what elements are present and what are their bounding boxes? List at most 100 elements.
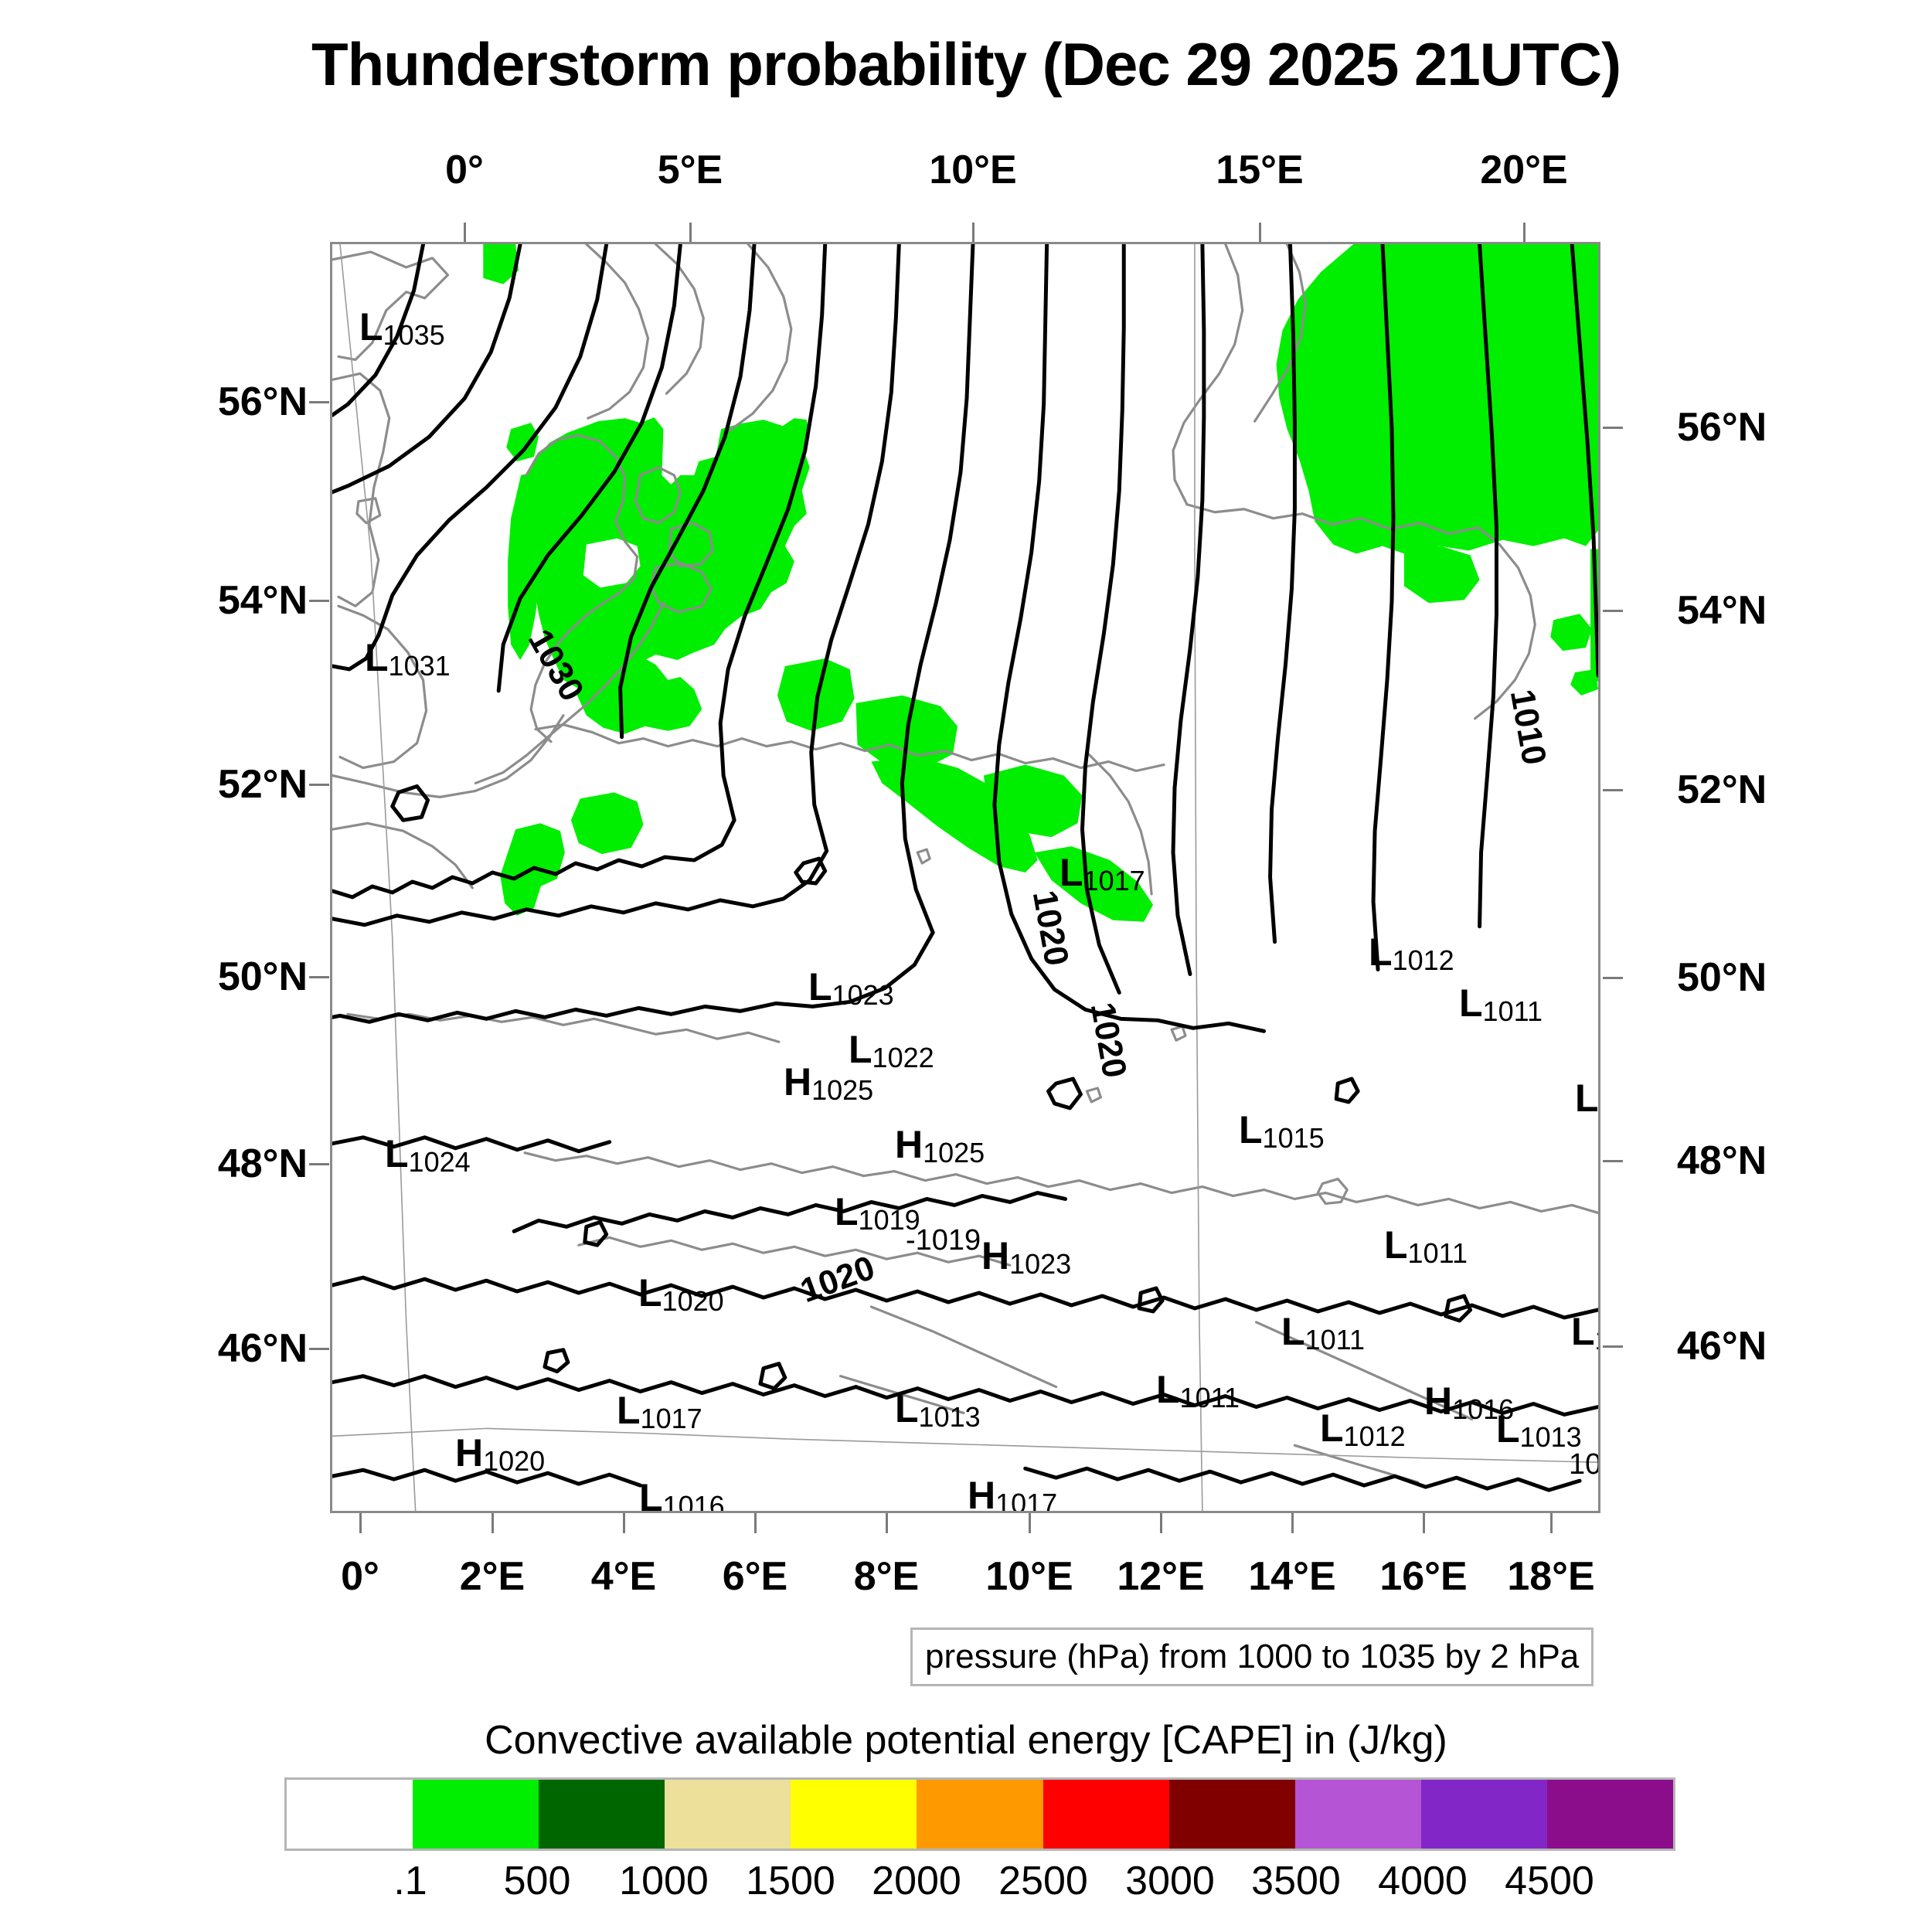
graticule-layer bbox=[332, 244, 1598, 1511]
extremum-marker-19: L1011 bbox=[1384, 1226, 1468, 1267]
extremum-type: L bbox=[639, 1476, 663, 1513]
extremum-type: L bbox=[808, 965, 832, 1009]
right-axis-label-0: 56°N bbox=[1677, 405, 1767, 450]
extremum-value: 1020 bbox=[662, 1285, 724, 1317]
left-tick-2 bbox=[309, 784, 329, 786]
extremum-value: 1013 bbox=[1519, 1421, 1582, 1453]
top-axis-label-0: 0° bbox=[445, 148, 484, 192]
bottom-axis-label-6: 12°E bbox=[1117, 1554, 1205, 1599]
extremum-type: L bbox=[1496, 1407, 1520, 1451]
extremum-value: 1017 bbox=[640, 1403, 702, 1434]
top-axis-label-1: 5°E bbox=[657, 148, 723, 192]
top-tick-0 bbox=[464, 223, 466, 243]
map-plot-area[interactable]: 1030 1020 1020 1020 1010 L1035 L1031 L10… bbox=[330, 242, 1600, 1513]
colorbar-swatch-9[interactable] bbox=[1420, 1780, 1547, 1849]
bottom-axis-label-1: 2°E bbox=[459, 1554, 526, 1599]
extremum-value: 1035 bbox=[383, 319, 445, 351]
extremum-type: L bbox=[1575, 1077, 1599, 1120]
extremum-marker-21: L1011 bbox=[1156, 1370, 1240, 1412]
bottom-tick-4 bbox=[886, 1513, 888, 1533]
extremum-type: L bbox=[1459, 981, 1483, 1025]
extremum-marker-2: L1023 bbox=[808, 968, 894, 1009]
right-axis-label-1: 54°N bbox=[1677, 588, 1767, 633]
colorbar-title: Convective available potential energy [C… bbox=[485, 1718, 1447, 1763]
bottom-axis-label-5: 10°E bbox=[985, 1554, 1073, 1599]
bottom-tick-5 bbox=[1029, 1513, 1031, 1533]
extremum-type: L bbox=[365, 636, 389, 679]
map-canvas bbox=[332, 244, 1598, 1511]
extremum-marker-7: H1023 bbox=[981, 1236, 1071, 1278]
extremum-value: 1012 bbox=[1343, 1420, 1406, 1452]
left-axis-label-0: 56°N bbox=[217, 379, 308, 424]
colorbar-swatch-5[interactable] bbox=[917, 1780, 1043, 1849]
top-axis-label-2: 10°E bbox=[929, 148, 1017, 192]
extremum-type: L bbox=[617, 1389, 641, 1432]
bottom-tick-9 bbox=[1550, 1513, 1553, 1533]
top-tick-4 bbox=[1523, 223, 1526, 243]
extremum-type: H bbox=[455, 1431, 484, 1475]
bottom-tick-8 bbox=[1423, 1513, 1425, 1533]
colorbar-swatch-4[interactable] bbox=[791, 1780, 917, 1849]
top-tick-2 bbox=[972, 223, 975, 243]
extremum-marker-25: L10 bbox=[1575, 1077, 1599, 1121]
right-axis-label-2: 52°N bbox=[1677, 767, 1767, 812]
colorbar-swatch-7[interactable] bbox=[1168, 1780, 1295, 1849]
cape-band-poland-d bbox=[983, 764, 1083, 838]
left-axis-label-1: 54°N bbox=[217, 578, 308, 623]
cape-band-poland-e bbox=[1034, 846, 1154, 922]
extremum-value: 1017 bbox=[1083, 865, 1145, 896]
top-tick-3 bbox=[1259, 223, 1261, 243]
bottom-axis-label-9: 18°E bbox=[1507, 1554, 1595, 1599]
left-tick-0 bbox=[309, 401, 329, 403]
colorbar-swatch-2[interactable] bbox=[539, 1780, 665, 1849]
extremum-value: 1023 bbox=[832, 979, 894, 1011]
extremum-type: H bbox=[981, 1234, 1010, 1277]
extremum-type: L bbox=[1156, 1368, 1180, 1411]
extremum-marker-11: H1020 bbox=[455, 1434, 545, 1475]
right-axis-label-5: 46°N bbox=[1677, 1324, 1767, 1369]
isobar-layer bbox=[332, 244, 1598, 1492]
extremum-marker-8: L1024 bbox=[385, 1134, 471, 1176]
extremum-marker-10: L1017 bbox=[617, 1391, 702, 1433]
left-tick-5 bbox=[309, 1348, 329, 1350]
colorbar-swatch-10[interactable] bbox=[1546, 1780, 1674, 1849]
extremum-value: 1022 bbox=[872, 1042, 934, 1073]
right-tick-3 bbox=[1603, 977, 1623, 979]
bottom-tick-1 bbox=[492, 1513, 494, 1533]
extremum-marker-4: H1025 bbox=[784, 1063, 873, 1104]
bottom-axis-label-2: 4°E bbox=[590, 1554, 657, 1599]
extremum-value: 1015 bbox=[1262, 1122, 1325, 1154]
cape-colorbar[interactable] bbox=[284, 1777, 1675, 1851]
extremum-type: L bbox=[1239, 1108, 1263, 1151]
extremum-value: 1017 bbox=[995, 1488, 1058, 1513]
bottom-axis-label-8: 16°E bbox=[1379, 1554, 1468, 1599]
cape-blob-wadden bbox=[506, 423, 539, 461]
extremum-value: 1012 bbox=[1392, 944, 1454, 976]
colorbar-swatch-1[interactable] bbox=[413, 1780, 539, 1849]
bottom-tick-2 bbox=[623, 1513, 625, 1533]
extremum-value: 1011 bbox=[1407, 1237, 1468, 1269]
colorbar-swatch-8[interactable] bbox=[1294, 1780, 1421, 1849]
left-tick-3 bbox=[309, 976, 329, 978]
extremum-marker-22: H1016 bbox=[1424, 1382, 1514, 1423]
extremum-type: L bbox=[1281, 1310, 1305, 1353]
extremum-value: 1024 bbox=[408, 1146, 471, 1178]
colorbar-swatch-3[interactable] bbox=[665, 1780, 791, 1849]
colorbar-swatch-0[interactable] bbox=[287, 1780, 413, 1849]
right-tick-5 bbox=[1603, 1345, 1623, 1348]
extremum-value: 1019 bbox=[858, 1204, 920, 1236]
bottom-tick-3 bbox=[754, 1513, 757, 1533]
colorbar-label-9: 4500 bbox=[1505, 1859, 1594, 1903]
inline-value-0: -1019 bbox=[906, 1224, 981, 1257]
colorbar-label-0: .1 bbox=[393, 1859, 427, 1903]
right-axis-label-4: 48°N bbox=[1677, 1138, 1767, 1183]
extremum-value: 1031 bbox=[388, 650, 451, 682]
extremum-marker-6: L1019 bbox=[835, 1192, 920, 1234]
extremum-value: 1016 bbox=[662, 1490, 725, 1513]
pressure-caption: pressure (hPa) from 1000 to 1035 by 2 hP… bbox=[910, 1628, 1594, 1686]
extremum-marker-12: L1016 bbox=[639, 1476, 725, 1513]
colorbar-swatch-6[interactable] bbox=[1043, 1780, 1169, 1849]
extremum-marker-20: L1011 bbox=[1281, 1312, 1365, 1354]
extremum-type: L bbox=[1384, 1223, 1408, 1267]
extremum-marker-17: L1011 bbox=[1459, 984, 1543, 1026]
